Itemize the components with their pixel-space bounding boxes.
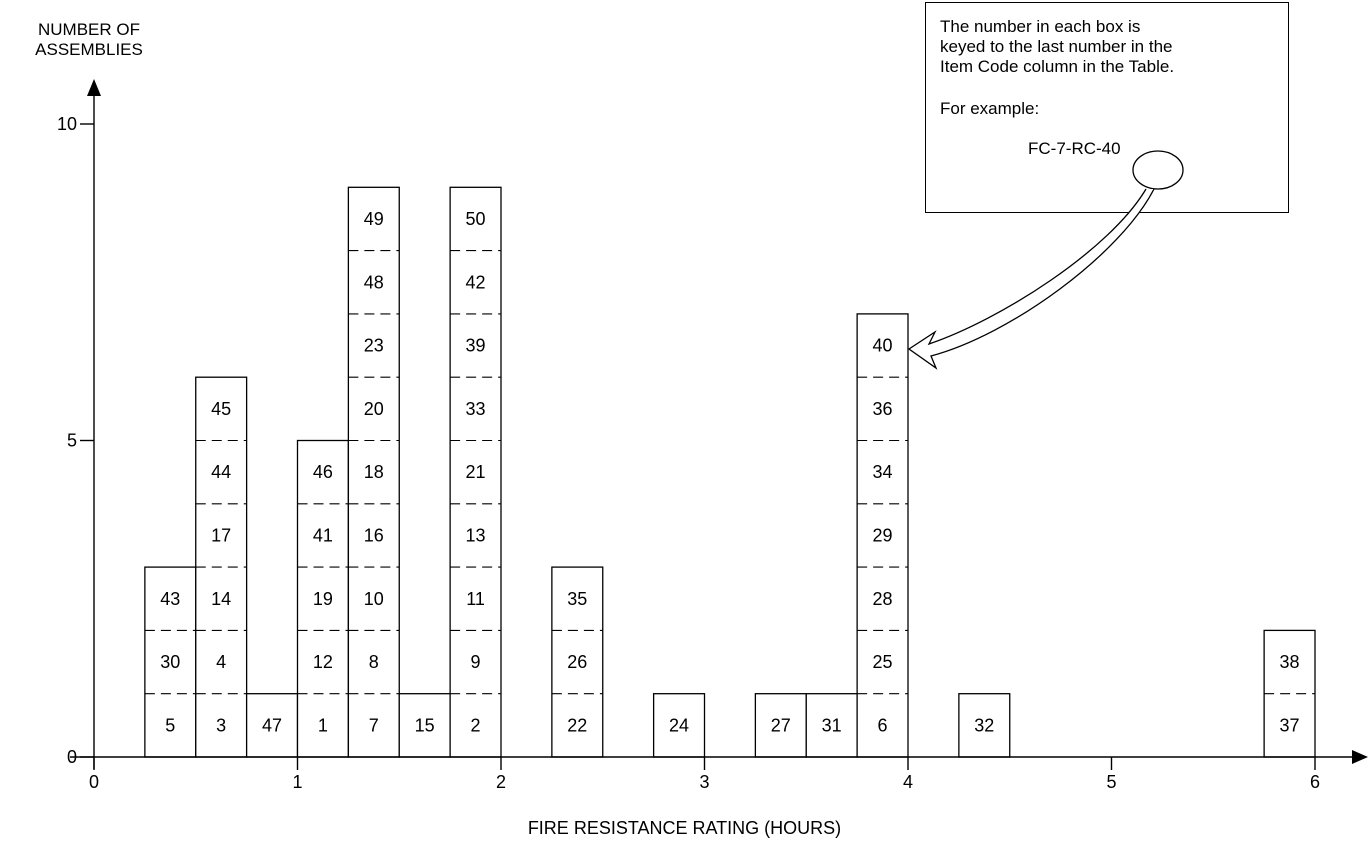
y-tick-label: 10: [57, 114, 77, 134]
bar-item-label: 50: [466, 209, 486, 229]
bar-item-label: 19: [313, 589, 333, 609]
bar-stack: 7 8 10 16 18 20 23 48 49: [347, 186, 400, 758]
bar-item-label: 11: [466, 589, 485, 609]
bar-item-label: 22: [567, 715, 587, 735]
bar-stack: 5 30 43: [144, 566, 197, 758]
bar-item-label: 32: [974, 715, 994, 735]
bar: [144, 566, 197, 758]
y-axis-arrowhead: [87, 79, 101, 96]
bar: [449, 186, 502, 758]
bar-item-label: 35: [567, 589, 587, 609]
bar-stack: 3 4 14 17 44 45: [195, 376, 248, 758]
y-tick-label: 5: [67, 431, 77, 451]
bar-item-label: 8: [369, 652, 379, 672]
bar: [958, 693, 1011, 758]
bar-item-label: 3: [216, 715, 226, 735]
bar-item-label: 1: [318, 715, 328, 735]
y-axis-title: NUMBER OF ASSEMBLIES: [35, 20, 143, 59]
bar-stack: 6 25 28 29 34 36 40: [856, 313, 909, 758]
bar-item-label: 25: [873, 652, 893, 672]
bar-item-label: 20: [364, 399, 384, 419]
bar-item-label: 46: [313, 462, 333, 482]
bar: [856, 313, 909, 758]
bar-item-label: 28: [873, 589, 893, 609]
bar-item-label: 40: [873, 336, 893, 356]
legend-note-box: The number in each box is keyed to the l…: [925, 2, 1289, 213]
bar-item-label: 45: [211, 399, 231, 419]
bar-item-label: 42: [466, 272, 486, 292]
bar-item-label: 27: [771, 715, 791, 735]
bar-item-label: 48: [364, 272, 384, 292]
x-tick-label: 4: [903, 772, 913, 792]
bar-stack: 37 38: [1263, 629, 1316, 758]
bar-item-label: 21: [466, 462, 486, 482]
bar: [551, 566, 604, 758]
bar-item-label: 7: [369, 715, 379, 735]
bar-item-label: 9: [471, 652, 481, 672]
bar-item-label: 24: [669, 715, 689, 735]
bar-item-label: 16: [364, 525, 384, 545]
note-line-3: Item Code column in the Table.: [940, 57, 1175, 76]
x-tick-label: 6: [1310, 772, 1320, 792]
x-tick-label: 5: [1106, 772, 1116, 792]
x-tick-label: 3: [699, 772, 709, 792]
bar-item-label: 12: [313, 652, 333, 672]
bar-stack: 24: [652, 693, 706, 758]
bar-item-label: 17: [211, 525, 231, 545]
bar-item-label: 14: [211, 589, 231, 609]
bar-item-label: 34: [873, 462, 893, 482]
bar-item-label: 47: [262, 715, 282, 735]
note-example-code: FC-7-RC-40: [1028, 139, 1121, 158]
bar-item-label: 49: [364, 209, 384, 229]
note-line-2: keyed to the last number in the: [940, 37, 1173, 56]
bar-stack: 32: [958, 693, 1011, 758]
x-tick-label: 1: [292, 772, 302, 792]
bar-item-label: 23: [364, 336, 384, 356]
x-axis-arrowhead: [1352, 750, 1368, 764]
bar: [347, 186, 400, 758]
bar-stack: 22 26 35: [551, 566, 604, 758]
bar-item-label: 26: [567, 652, 587, 672]
bar-item-label: 37: [1280, 715, 1300, 735]
bar-item-label: 15: [415, 715, 435, 735]
bar-stack: 1 12 19 41 46: [296, 439, 350, 758]
bar-stack: 15: [398, 693, 451, 758]
x-axis-title: FIRE RESISTANCE RATING (HOURS): [527, 818, 842, 838]
bar-item-label: 43: [160, 589, 180, 609]
bar-item-label: 38: [1280, 652, 1300, 672]
bar-stack: 27: [754, 693, 807, 758]
bar-item-label: 29: [873, 525, 893, 545]
bar: [245, 693, 299, 758]
bar-item-label: 13: [466, 525, 486, 545]
y-tick-label: 0: [67, 747, 77, 767]
bar-item-label: 41: [313, 525, 333, 545]
bar-item-label: 33: [466, 399, 486, 419]
bar-stack: 2 9 11 13 21 33 39 42 50: [449, 186, 502, 758]
x-tick-label: 0: [89, 772, 99, 792]
note-line-1: The number in each box is: [940, 17, 1141, 36]
bar: [805, 693, 858, 758]
bar-item-label: 30: [160, 652, 180, 672]
bar: [398, 693, 451, 758]
bar-item-label: 18: [364, 462, 384, 482]
note-example-label: For example:: [940, 99, 1040, 118]
x-tick-label: 2: [496, 772, 506, 792]
bar-stack: 47: [245, 693, 299, 758]
bar: [652, 693, 706, 758]
bar-stack: 31: [805, 693, 858, 758]
bar-item-label: 31: [822, 715, 842, 735]
bar-item-label: 6: [878, 715, 888, 735]
bar-item-label: 36: [873, 399, 893, 419]
bar-item-label: 2: [471, 715, 481, 735]
bar-item-label: 44: [211, 462, 231, 482]
bar-item-label: 39: [466, 336, 486, 356]
bar-item-label: 10: [364, 589, 384, 609]
bar: [754, 693, 807, 758]
bar-item-label: 4: [216, 652, 226, 672]
bar-item-label: 5: [165, 715, 175, 735]
